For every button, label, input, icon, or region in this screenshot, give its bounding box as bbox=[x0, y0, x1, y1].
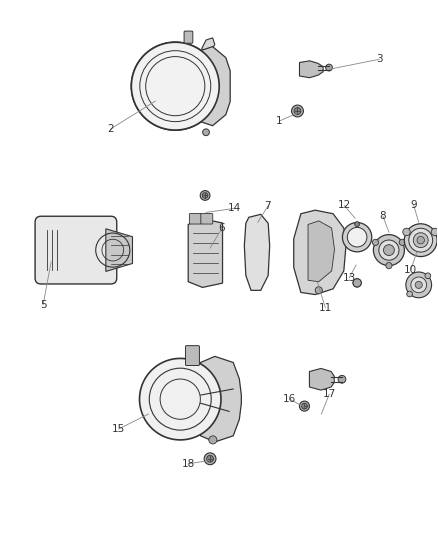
Text: 12: 12 bbox=[338, 200, 351, 211]
FancyBboxPatch shape bbox=[184, 31, 193, 43]
Circle shape bbox=[409, 228, 433, 252]
Text: 1: 1 bbox=[276, 116, 283, 126]
FancyBboxPatch shape bbox=[201, 213, 213, 224]
Text: 2: 2 bbox=[107, 124, 114, 134]
Text: 15: 15 bbox=[112, 424, 125, 434]
Text: 8: 8 bbox=[380, 211, 386, 221]
FancyBboxPatch shape bbox=[189, 213, 201, 224]
Circle shape bbox=[384, 245, 394, 255]
Polygon shape bbox=[309, 368, 334, 390]
Polygon shape bbox=[195, 46, 230, 126]
Circle shape bbox=[417, 237, 424, 244]
Circle shape bbox=[315, 287, 322, 294]
Circle shape bbox=[406, 272, 431, 298]
Circle shape bbox=[404, 224, 437, 256]
Circle shape bbox=[413, 233, 428, 248]
Polygon shape bbox=[197, 357, 241, 442]
Text: 17: 17 bbox=[323, 389, 336, 399]
Text: 5: 5 bbox=[40, 300, 46, 310]
Circle shape bbox=[415, 281, 422, 288]
Polygon shape bbox=[300, 61, 323, 78]
Polygon shape bbox=[294, 210, 346, 295]
Circle shape bbox=[425, 273, 431, 279]
Polygon shape bbox=[244, 214, 270, 290]
Text: 18: 18 bbox=[182, 459, 195, 469]
Circle shape bbox=[203, 129, 209, 135]
Circle shape bbox=[300, 401, 310, 411]
Circle shape bbox=[372, 239, 378, 246]
Text: 14: 14 bbox=[228, 204, 241, 213]
Text: 10: 10 bbox=[404, 265, 417, 275]
Polygon shape bbox=[188, 219, 223, 287]
Polygon shape bbox=[308, 221, 335, 282]
Text: 16: 16 bbox=[283, 394, 296, 404]
Circle shape bbox=[204, 453, 216, 465]
Polygon shape bbox=[106, 229, 132, 271]
Text: 9: 9 bbox=[410, 200, 417, 211]
Circle shape bbox=[200, 191, 210, 200]
Circle shape bbox=[302, 403, 307, 409]
Text: 6: 6 bbox=[219, 223, 225, 233]
Circle shape bbox=[209, 436, 217, 444]
Circle shape bbox=[407, 291, 413, 297]
Circle shape bbox=[326, 64, 332, 71]
Circle shape bbox=[140, 358, 221, 440]
Polygon shape bbox=[201, 38, 215, 55]
Circle shape bbox=[386, 263, 392, 269]
Text: 11: 11 bbox=[319, 303, 332, 313]
Circle shape bbox=[294, 108, 301, 115]
FancyBboxPatch shape bbox=[186, 345, 199, 366]
Circle shape bbox=[379, 240, 399, 260]
Circle shape bbox=[202, 192, 208, 198]
Circle shape bbox=[207, 455, 213, 462]
Circle shape bbox=[347, 228, 367, 247]
Circle shape bbox=[431, 228, 438, 236]
Circle shape bbox=[374, 235, 404, 265]
Circle shape bbox=[399, 239, 406, 246]
Circle shape bbox=[131, 42, 219, 130]
Circle shape bbox=[343, 222, 372, 252]
Circle shape bbox=[338, 375, 346, 383]
FancyBboxPatch shape bbox=[35, 216, 117, 284]
Text: 13: 13 bbox=[343, 273, 356, 283]
Text: 3: 3 bbox=[376, 54, 382, 64]
Circle shape bbox=[131, 42, 219, 130]
Circle shape bbox=[411, 277, 427, 293]
Text: 7: 7 bbox=[265, 201, 271, 212]
Circle shape bbox=[353, 279, 361, 287]
Circle shape bbox=[403, 228, 410, 236]
Circle shape bbox=[292, 105, 304, 117]
Circle shape bbox=[355, 222, 360, 227]
